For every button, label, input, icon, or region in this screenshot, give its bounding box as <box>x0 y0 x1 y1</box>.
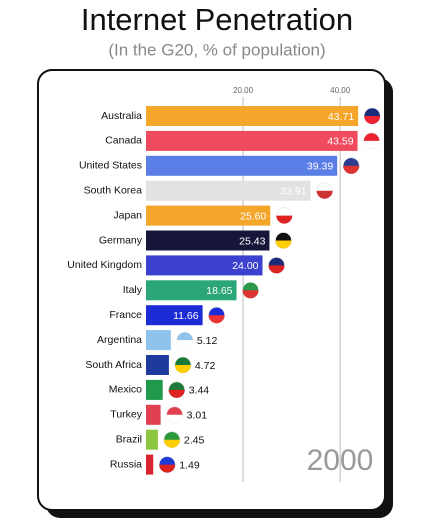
flag-icon-detail <box>163 439 180 448</box>
y-tick-label: Australia <box>101 110 142 122</box>
bar <box>146 404 161 425</box>
value-label: 3.01 <box>187 410 208 422</box>
flag-icon-detail <box>208 315 225 324</box>
bar <box>146 155 338 176</box>
y-tick-label: France <box>109 309 142 321</box>
value-label: 39.39 <box>307 161 333 173</box>
x-tick-label: 40.00 <box>330 86 351 95</box>
y-tick-label: Mexico <box>109 384 142 396</box>
value-label: 33.91 <box>280 185 306 197</box>
value-label: 43.59 <box>327 136 353 148</box>
value-label: 25.60 <box>240 210 266 222</box>
flag-icon-detail <box>268 265 285 274</box>
y-tick-label: Canada <box>105 135 142 147</box>
value-label: 3.44 <box>189 385 210 397</box>
flag-icon-detail <box>159 464 176 473</box>
y-tick-label: South Africa <box>85 359 142 371</box>
flag-icon-detail <box>363 140 380 149</box>
bar <box>146 454 154 475</box>
bar <box>146 106 359 126</box>
bar <box>146 305 203 326</box>
chart-title: Internet Penetration <box>81 2 353 37</box>
bar <box>146 205 271 226</box>
flag-icon-detail <box>174 365 191 373</box>
value-label: 2.45 <box>184 434 205 446</box>
y-tick-label: Argentina <box>97 334 142 346</box>
y-tick-label: Russia <box>110 458 142 470</box>
flag-icon-detail <box>343 165 360 174</box>
bar <box>146 130 358 151</box>
y-tick-label: Turkey <box>110 409 142 421</box>
value-label: 24.00 <box>232 260 258 272</box>
y-tick-label: Brazil <box>116 433 142 445</box>
bar <box>146 379 163 400</box>
bar <box>146 180 311 201</box>
y-tick-label: South Korea <box>84 184 143 196</box>
bar <box>146 429 158 450</box>
bar <box>146 355 169 375</box>
bar <box>146 280 237 301</box>
y-tick-label: Italy <box>123 284 143 296</box>
flag-icon-detail <box>176 340 193 349</box>
bar <box>146 230 270 251</box>
y-tick-label: United Kingdom <box>67 259 142 271</box>
flag-icon-detail <box>276 215 293 224</box>
flag-icon-detail <box>168 389 185 398</box>
plot: 20.00 40.00 Australia 43.71 Canada 43.59 Unite… <box>67 86 381 482</box>
flag-icon-detail <box>166 414 183 423</box>
value-label: 43.71 <box>328 111 354 123</box>
flag-icon-detail <box>275 240 292 249</box>
flag-icon-detail <box>316 190 333 199</box>
x-tick-label: 20.00 <box>233 86 254 95</box>
value-label: 25.43 <box>239 235 265 247</box>
y-tick-label: Germany <box>99 234 143 246</box>
value-label: 11.66 <box>173 310 199 322</box>
value-label: 5.12 <box>197 335 218 347</box>
year-label: 2000 <box>307 444 374 477</box>
flag-icon-detail <box>364 116 381 124</box>
y-tick-label: Japan <box>113 209 142 221</box>
value-label: 1.49 <box>179 459 200 471</box>
value-label: 4.72 <box>195 360 216 372</box>
y-tick-label: United States <box>79 160 142 172</box>
bar <box>146 330 171 351</box>
flag-icon-detail <box>242 290 259 299</box>
chart-subtitle: (In the G20, % of population) <box>108 40 325 59</box>
bar <box>146 255 263 276</box>
value-label: 18.65 <box>206 285 232 297</box>
